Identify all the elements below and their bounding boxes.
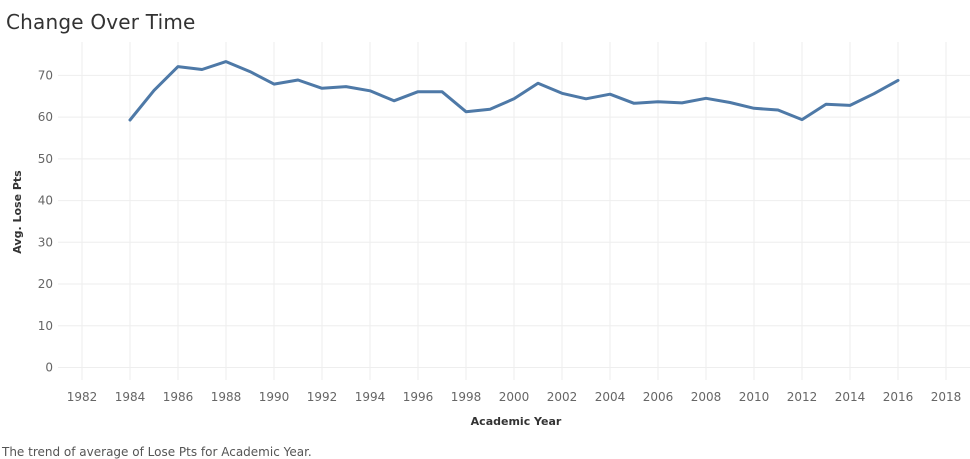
y-axis-ticks: 0 10 20 30 40 50 60 70 xyxy=(38,68,53,374)
x-tick-label: 1984 xyxy=(115,390,146,404)
x-tick-label: 1992 xyxy=(307,390,338,404)
x-axis-title: Academic Year xyxy=(471,415,562,428)
x-tick-label: 2006 xyxy=(643,390,674,404)
x-tick-label: 1986 xyxy=(163,390,194,404)
x-tick-label: 2012 xyxy=(787,390,818,404)
y-tick-label: 40 xyxy=(38,194,53,208)
grid-lines xyxy=(58,42,970,380)
y-tick-label: 70 xyxy=(38,68,53,82)
series-line xyxy=(128,60,900,122)
x-tick-label: 1996 xyxy=(403,390,434,404)
chart-caption: The trend of average of Lose Pts for Aca… xyxy=(2,445,312,459)
x-tick-label: 2016 xyxy=(883,390,914,404)
x-tick-label: 1998 xyxy=(451,390,482,404)
x-axis-ticks: 1982 1984 1986 1988 1990 1992 1994 1996 1998 2000… xyxy=(67,390,962,404)
x-tick-label: 1994 xyxy=(355,390,386,404)
x-tick-label: 1990 xyxy=(259,390,290,404)
x-tick-label: 1988 xyxy=(211,390,242,404)
x-tick-label: 2010 xyxy=(739,390,770,404)
x-tick-label: 2018 xyxy=(931,390,962,404)
x-tick-label: 2008 xyxy=(691,390,722,404)
y-tick-label: 60 xyxy=(38,110,53,124)
x-tick-label: 2004 xyxy=(595,390,626,404)
line-chart: 0 10 20 30 40 50 60 70 1982 1984 1986 1988 1990 1992… xyxy=(11,42,970,428)
y-tick-label: 10 xyxy=(38,319,53,333)
x-tick-label: 1982 xyxy=(67,390,98,404)
x-tick-label: 2014 xyxy=(835,390,866,404)
series-layer xyxy=(128,60,900,122)
chart-title: Change Over Time xyxy=(6,10,196,34)
y-tick-label: 50 xyxy=(38,152,53,166)
x-tick-label: 2000 xyxy=(499,390,530,404)
x-tick-label: 2002 xyxy=(547,390,578,404)
y-axis-title: Avg. Lose Pts xyxy=(11,170,24,254)
y-tick-label: 20 xyxy=(38,277,53,291)
y-tick-label: 30 xyxy=(38,235,53,249)
y-tick-label: 0 xyxy=(45,360,53,374)
